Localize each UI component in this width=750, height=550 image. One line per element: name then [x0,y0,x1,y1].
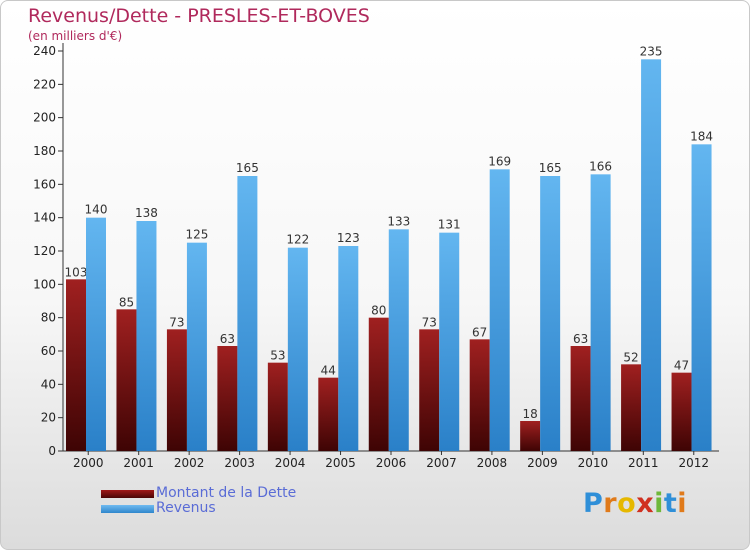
logo-letter: x [636,488,655,519]
data-label-revenus: 184 [690,129,713,143]
bar-revenus [540,176,561,451]
data-label-revenus: 122 [286,233,309,247]
y-tick-label: 80 [41,311,56,325]
chart-subtitle: (en milliers d'€) [28,29,123,43]
y-tick-label: 180 [33,144,56,158]
x-tick-label: 2002 [174,456,205,470]
x-tick-label: 2004 [275,456,306,470]
data-label-dette: 67 [472,325,487,339]
y-tick-label: 140 [33,211,56,225]
x-tick-label: 2012 [678,456,709,470]
bar-revenus [489,169,510,452]
data-label-revenus: 125 [185,228,208,242]
logo-letter: o [617,488,637,519]
x-tick-label: 2005 [325,456,356,470]
data-label-revenus: 169 [488,154,511,168]
y-tick-label: 40 [41,377,56,391]
bar-dette [267,362,288,451]
bar-revenus [641,59,662,451]
data-label-revenus: 138 [135,206,158,220]
data-label-dette: 63 [220,332,235,346]
bar-dette [66,279,86,451]
data-label-dette: 80 [371,304,386,318]
data-label-dette: 85 [119,295,134,309]
bar-dette [419,329,440,451]
data-label-revenus: 131 [438,218,461,232]
bar-revenus [439,232,460,451]
bar-revenus [590,174,611,452]
data-label-revenus: 123 [337,231,360,245]
chart-title: Revenus/Dette - PRESLES-ET-BOVES [28,5,370,27]
data-label-revenus: 166 [589,159,612,173]
bar-dette [166,329,187,451]
bar-revenus [287,247,308,451]
data-label-revenus: 140 [85,203,108,217]
logo-letter: r [603,488,618,519]
logo-letter: t [663,488,678,519]
bar-dette [318,377,339,451]
legend-label-revenus: Revenus [156,500,216,516]
x-tick-label: 2003 [224,456,255,470]
data-label-revenus: 133 [387,214,410,228]
bar-dette [621,364,642,451]
bar-revenus [186,242,207,451]
proxiti-logo: Proxiti [583,488,687,519]
data-label-dette: 47 [674,359,689,373]
y-tick-label: 200 [33,111,56,125]
bar-dette [520,421,541,451]
bar-dette [469,339,490,451]
data-label-dette: 73 [169,315,184,329]
logo-letter: P [583,488,604,519]
bar-revenus [388,229,409,451]
x-tick-label: 2009 [527,456,558,470]
data-label-revenus: 165 [236,161,259,175]
y-tick-label: 0 [48,444,56,458]
x-tick-label: 2006 [376,456,407,470]
y-tick-label: 120 [33,244,56,258]
y-tick-label: 60 [41,344,56,358]
bar-revenus [136,221,157,451]
data-label-revenus: 235 [640,44,663,58]
data-label-dette: 18 [523,407,538,421]
data-label-dette: 44 [321,364,336,378]
x-tick-label: 2000 [73,456,104,470]
data-label-dette: 63 [573,332,588,346]
data-label-dette: 73 [422,315,437,329]
x-tick-label: 2007 [426,456,457,470]
bar-dette [217,346,238,451]
data-label-revenus: 165 [539,161,562,175]
bar-revenus [691,144,712,452]
y-tick-label: 240 [33,44,56,58]
bar-revenus [86,217,106,451]
y-tick-label: 220 [33,77,56,91]
x-tick-label: 2011 [628,456,659,470]
data-label-dette: 52 [623,350,638,364]
bar-dette [671,372,692,451]
bar-dette [116,309,137,451]
bar-dette [368,317,389,451]
legend-swatch-dette [101,490,154,498]
bar-revenus [338,246,359,451]
y-tick-label: 20 [41,411,56,425]
data-label-dette: 53 [270,349,285,363]
logo-letter: i [677,488,688,519]
legend-swatch-revenus [101,505,154,513]
x-tick-label: 2008 [477,456,508,470]
bar-dette [570,346,591,451]
x-tick-label: 2010 [578,456,609,470]
legend-label-dette: Montant de la Dette [156,485,297,501]
y-tick-label: 160 [33,177,56,191]
y-tick-label: 100 [33,277,56,291]
bar-revenus [237,176,258,451]
x-tick-label: 2001 [123,456,154,470]
data-label-dette: 103 [65,265,88,279]
logo-letter: i [654,488,664,519]
